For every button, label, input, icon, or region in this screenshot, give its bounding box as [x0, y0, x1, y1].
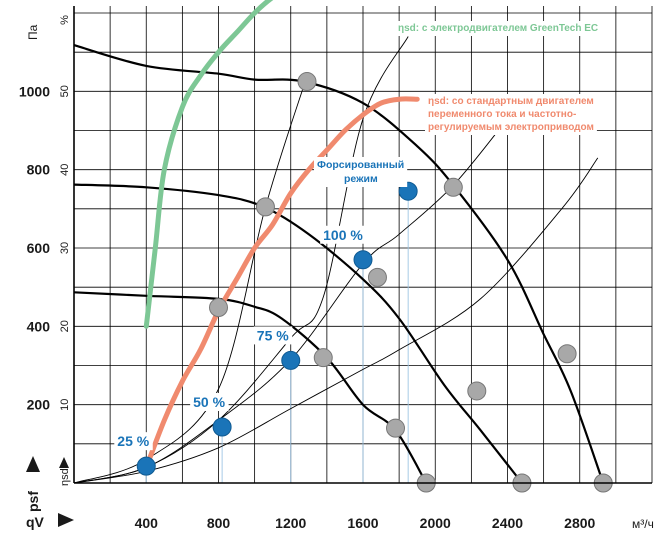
svg-text:ηsd: со стандартным двигателем: ηsd: со стандартным двигателем: [428, 96, 594, 107]
efficiency-tick-label: 10: [59, 399, 71, 411]
x-tick-label: 800: [207, 515, 231, 531]
operating-point-label-bg: [253, 326, 293, 345]
grey-point: [297, 72, 317, 92]
pressure-tick-label: 600: [27, 240, 51, 256]
annotation-bg: [314, 157, 408, 187]
x-tick-label: 1600: [347, 515, 378, 531]
svg-text:регулируемым электроприводом: регулируемым электроприводом: [428, 122, 594, 133]
efficiency-curves: [143, 0, 420, 470]
operating-point-label: 50 %: [193, 394, 225, 410]
efficiency-axis-arrow-icon: [59, 457, 69, 468]
efficiency-tick-label: 50: [59, 85, 71, 97]
grey-point: [209, 298, 228, 318]
svg-text:переменного тока и частотно-: переменного тока и частотно-: [428, 109, 576, 120]
x-tick-labels: 400 800 1200 1600 2000 2400 2800: [135, 515, 596, 531]
svg-text:psf: psf: [25, 491, 41, 512]
grey-point: [313, 348, 333, 368]
x-tick-label: 2000: [420, 515, 451, 531]
x-tick-label: 2800: [564, 515, 595, 531]
x-axis-title: qV: [26, 513, 74, 530]
operating-point-label-bg: [114, 432, 153, 451]
efficiency-tick-label: 30: [59, 242, 71, 254]
boost-mode-label: Форсированный режим: [314, 157, 408, 187]
operating-point-label-bg: [190, 392, 229, 411]
efficiency-tick-label: 40: [59, 164, 71, 176]
grey-point: [367, 267, 387, 287]
efficiency-tick-label: 20: [59, 320, 71, 332]
operating-point: [212, 417, 232, 437]
operating-point: [281, 350, 301, 370]
y-axis-title: psf: [25, 456, 41, 512]
ac-curve-label: ηsd: со стандартным двигателем переменно…: [425, 94, 597, 135]
svg-text:режим: режим: [344, 173, 378, 185]
ec-curve-label: ηsd: с электродвигателем GreenTech EC: [398, 23, 598, 34]
operating-point-label: 100 %: [323, 227, 363, 243]
svg-text:ηsd: ηsd: [59, 468, 71, 486]
fan-curve: [73, 44, 605, 484]
x-tick-label: 400: [135, 515, 159, 531]
fan-curve: [73, 183, 523, 484]
operating-point-label: 75 %: [257, 327, 289, 343]
grey-point: [467, 381, 487, 401]
efficiency-curve: [143, 96, 420, 470]
grey-points: [209, 72, 613, 493]
operating-point: [136, 456, 156, 476]
y-axis-arrow-icon: [26, 456, 40, 472]
annotation-bg: [425, 94, 597, 135]
pressure-tick-labels: 200 400 600 800 1000: [19, 83, 50, 412]
x-unit-label: м³/ч: [632, 517, 654, 531]
annotation-bg: [395, 21, 602, 36]
fan-curve: [73, 291, 428, 484]
operating-point: [353, 250, 373, 270]
svg-text:qV: qV: [26, 514, 45, 530]
point-labels: 25 % 50 % 75 % 100 %: [114, 225, 367, 451]
operating-point-label: 25 %: [117, 433, 149, 449]
grey-point: [443, 177, 463, 197]
efficiency-tick-label: %: [59, 15, 71, 25]
grey-point: [386, 418, 406, 438]
efficiency-curve: [143, 0, 274, 329]
pressure-tick-label: 800: [27, 162, 51, 178]
pressure-tick-label: 400: [27, 318, 51, 334]
efficiency-axis-title: ηsd: [59, 457, 71, 486]
pressure-tick-label: 200: [27, 397, 51, 413]
grey-point: [255, 197, 275, 217]
x-tick-label: 2400: [492, 515, 523, 531]
fan-curves: [73, 44, 605, 484]
system-curve: [73, 81, 306, 484]
drop-lines: [145, 191, 409, 483]
system-curve: [73, 157, 599, 484]
pressure-tick-label: 1000: [19, 83, 50, 99]
svg-text:Форсированный: Форсированный: [317, 159, 404, 171]
operating-point-label-bg: [320, 225, 367, 244]
x-axis-arrow-icon: [58, 513, 74, 527]
efficiency-tick-labels: 10 20 30 40 50%: [59, 15, 71, 411]
x-tick-label: 1200: [275, 515, 306, 531]
grey-point: [557, 344, 577, 364]
pressure-unit-label: Па: [26, 24, 40, 40]
